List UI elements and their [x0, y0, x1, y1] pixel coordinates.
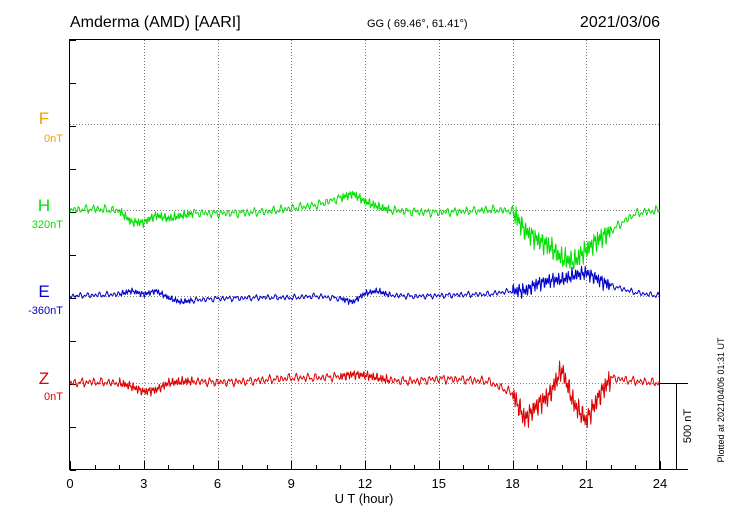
series-line-h — [69, 190, 661, 270]
scale-bar: 500 nT — [660, 383, 694, 470]
scale-bar-label: 500 nT — [682, 409, 694, 444]
series-line-e — [69, 265, 661, 305]
plot-frame — [69, 39, 660, 470]
x-tick-label: 24 — [653, 476, 667, 491]
x-tick-label: 9 — [288, 476, 295, 491]
chart-title: Amderma (AMD) [AARI] — [70, 14, 241, 31]
baseline-f: 0nT — [44, 133, 63, 145]
plotted-at-label: Plotted at 2021/04/06 01:31 UT — [716, 337, 726, 463]
x-tick-label: 3 — [140, 476, 147, 491]
x-tick-label: 0 — [66, 476, 73, 491]
x-axis-label: U T (hour) — [335, 491, 394, 506]
label-h: H — [38, 196, 50, 215]
station-coordinates: GG ( 69.46°, 61.41°) — [367, 18, 468, 30]
x-tick-label: 12 — [358, 476, 372, 491]
label-e: E — [38, 282, 49, 301]
label-z: Z — [39, 369, 49, 388]
series-traces — [69, 190, 661, 428]
grid-lines — [70, 40, 660, 470]
x-axis-ticks: 0 3 6 9 12 15 18 21 24 — [66, 461, 667, 491]
chart-date: 2021/03/06 — [580, 14, 660, 31]
baseline-h: 320nT — [32, 219, 63, 231]
series-line-z — [69, 360, 661, 428]
baseline-e: -360nT — [28, 305, 63, 317]
x-tick-label: 6 — [214, 476, 221, 491]
baseline-z: 0nT — [44, 391, 63, 403]
label-f: F — [39, 109, 49, 128]
left-minor-ticks — [70, 40, 76, 471]
x-tick-label: 15 — [432, 476, 446, 491]
x-tick-label: 18 — [505, 476, 519, 491]
x-tick-label: 21 — [579, 476, 593, 491]
